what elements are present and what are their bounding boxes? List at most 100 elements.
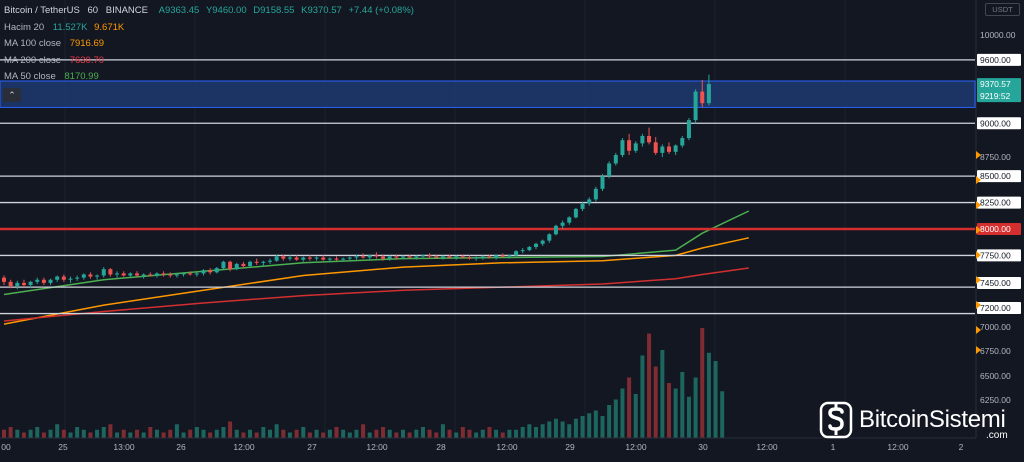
candle-body bbox=[374, 255, 379, 257]
time-tick-label[interactable]: 12:00 bbox=[756, 442, 778, 452]
candle-body bbox=[334, 258, 339, 260]
candle-body bbox=[573, 208, 578, 218]
alert-marker-icon[interactable] bbox=[976, 176, 981, 184]
legend-volume-row[interactable]: Hacim 20 11.527K 9.671K bbox=[4, 20, 414, 37]
level-label-text[interactable]: 9600.00 bbox=[980, 55, 1011, 65]
time-tick-label[interactable]: 12:00 bbox=[887, 442, 909, 452]
volume-bar bbox=[633, 394, 638, 438]
candle-body bbox=[367, 255, 372, 258]
time-tick-label[interactable]: 29 bbox=[565, 442, 575, 452]
candle-body bbox=[514, 251, 519, 256]
level-label-text[interactable]: 9000.00 bbox=[980, 118, 1011, 128]
candle-body bbox=[188, 273, 193, 275]
candle-body bbox=[381, 256, 386, 259]
price-axis-background bbox=[976, 0, 1024, 438]
time-tick-label[interactable]: 28 bbox=[436, 442, 446, 452]
candle-body bbox=[208, 270, 213, 273]
last-price-label[interactable]: 9370.57 bbox=[980, 79, 1011, 89]
candle-body bbox=[154, 273, 159, 276]
ma-line bbox=[3, 267, 749, 322]
horizontal-levels[interactable] bbox=[0, 59, 975, 315]
volume-bar bbox=[347, 432, 352, 438]
currency-unit-badge[interactable]: USDT bbox=[985, 3, 1020, 16]
price-axis[interactable]: 10000.009750.009500.009000.008750.008500… bbox=[975, 0, 1024, 438]
candle-body bbox=[520, 250, 525, 252]
candle-body bbox=[540, 240, 545, 244]
volume-bar bbox=[108, 424, 113, 438]
legend-ma200-row[interactable]: MA 200 close 7630.70 bbox=[4, 53, 414, 70]
candle-body bbox=[81, 274, 86, 278]
time-tick-label[interactable]: 26 bbox=[176, 442, 186, 452]
candle-body bbox=[467, 257, 472, 259]
level-label-text[interactable]: 8500.00 bbox=[980, 171, 1011, 181]
level-label-text[interactable]: 7450.00 bbox=[980, 278, 1011, 288]
candle-body bbox=[48, 279, 53, 283]
red-level-label-text[interactable]: 8000.00 bbox=[980, 224, 1011, 234]
volume-bar bbox=[334, 427, 339, 438]
time-tick-label[interactable]: 25 bbox=[58, 442, 68, 452]
chevron-up-icon: ⌃ bbox=[8, 90, 16, 100]
candle-body bbox=[21, 282, 26, 286]
level-label-text[interactable]: 7200.00 bbox=[980, 303, 1011, 313]
ma200-value: 7630.70 bbox=[69, 54, 105, 66]
volume-bar bbox=[454, 432, 459, 438]
level-label-text[interactable]: 7750.00 bbox=[980, 250, 1011, 260]
candle-body bbox=[414, 256, 419, 258]
alert-marker-icon[interactable] bbox=[976, 226, 981, 234]
time-tick-label[interactable]: 12:00 bbox=[496, 442, 518, 452]
level-label-text[interactable]: 8250.00 bbox=[980, 198, 1011, 208]
candle-body bbox=[341, 258, 346, 260]
legend-ma50-row[interactable]: MA 50 close 8170.99 bbox=[4, 69, 414, 86]
volume-bar bbox=[494, 429, 499, 438]
time-tick-label[interactable]: 2 bbox=[959, 442, 964, 452]
alert-marker-icon[interactable] bbox=[976, 251, 981, 259]
candle-body bbox=[507, 255, 512, 257]
alert-marker-icon[interactable] bbox=[976, 346, 981, 354]
time-tick-label[interactable]: 12:00 bbox=[366, 442, 388, 452]
time-tick-label[interactable]: 1 bbox=[831, 442, 836, 452]
low-value: D9158.55 bbox=[253, 5, 295, 16]
volume-bar bbox=[314, 429, 319, 438]
alert-marker-icon[interactable] bbox=[976, 301, 981, 309]
ma100-label: MA 100 close bbox=[4, 38, 62, 49]
time-tick-label[interactable]: 30 bbox=[698, 442, 708, 452]
candle-body bbox=[234, 263, 239, 270]
volume-bar bbox=[28, 429, 33, 438]
collapse-legend-button[interactable]: ⌃ bbox=[3, 88, 21, 102]
symbol-name[interactable]: Bitcoin / TetherUS bbox=[4, 5, 80, 16]
volume-bar bbox=[95, 429, 100, 438]
time-tick-label[interactable]: 12:00 bbox=[625, 442, 647, 452]
alert-marker-icon[interactable] bbox=[976, 151, 981, 159]
logo-text: BitcoinSistemi bbox=[859, 406, 1006, 433]
candle-body bbox=[15, 282, 20, 287]
volume-bar bbox=[680, 372, 685, 438]
time-tick-label[interactable]: 13:00 bbox=[113, 442, 135, 452]
candle-body bbox=[281, 256, 286, 259]
candle-body bbox=[440, 256, 445, 258]
candle-body bbox=[254, 261, 259, 263]
volume-bar bbox=[181, 432, 186, 438]
volume-bar bbox=[268, 429, 272, 438]
candle-body bbox=[387, 256, 392, 259]
volume-bar bbox=[341, 429, 346, 438]
candle-body bbox=[553, 225, 558, 235]
time-tick-label[interactable]: 12:00 bbox=[233, 442, 255, 452]
alert-marker-icon[interactable] bbox=[976, 276, 981, 284]
volume-bar bbox=[640, 355, 645, 438]
time-axis[interactable]: 00 25 13:00 26 12:00 27 12:00 28 12:00 29 12:00 30 1… bbox=[0, 437, 1024, 457]
volume-bar bbox=[620, 388, 625, 438]
alert-marker-icon[interactable] bbox=[976, 326, 981, 334]
time-tick-label[interactable]: 27 bbox=[307, 442, 317, 452]
volume-bar bbox=[520, 427, 525, 438]
alert-marker-icon[interactable] bbox=[976, 201, 981, 209]
candle-body bbox=[261, 261, 266, 263]
candle-body bbox=[274, 256, 279, 261]
time-tick-label[interactable]: 00 bbox=[1, 442, 11, 452]
candle-body bbox=[680, 138, 685, 146]
volume-bar bbox=[567, 424, 572, 438]
volume-bar bbox=[208, 432, 213, 438]
interval[interactable]: 60 bbox=[87, 5, 99, 16]
legend-ma100-row[interactable]: MA 100 close 7916.69 bbox=[4, 36, 414, 53]
